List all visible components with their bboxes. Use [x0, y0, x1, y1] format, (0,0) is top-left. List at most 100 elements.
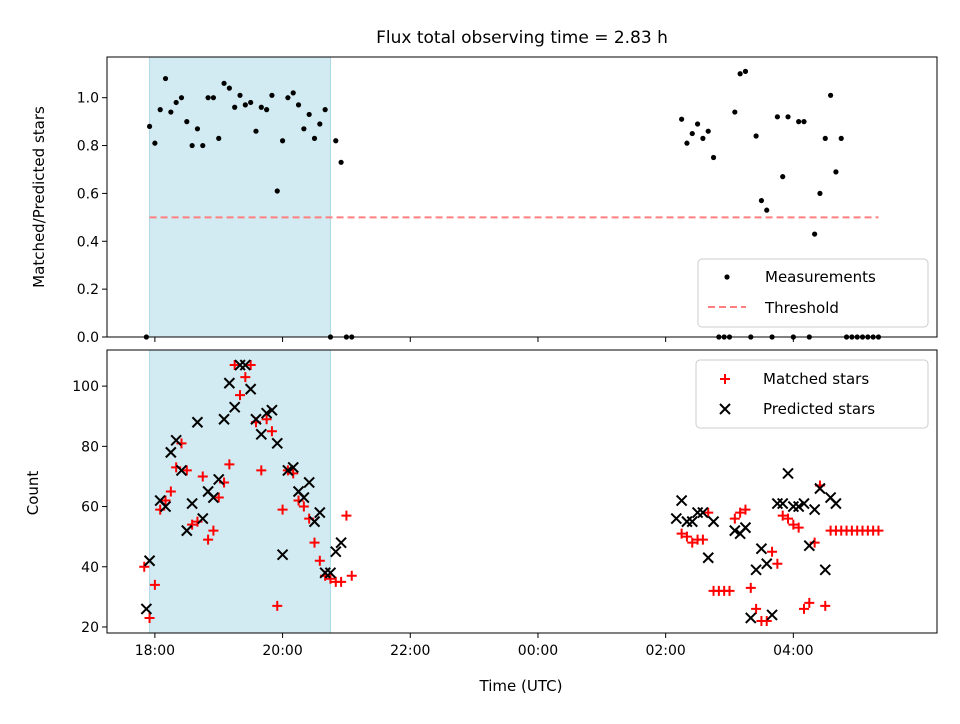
- y-tick-label: 0.6: [77, 186, 99, 202]
- top-panel: 0.0 0.2 0.4 0.6 0.8 1.0 Measurements Threshold: [77, 56, 938, 346]
- predicted-star-point: [745, 612, 757, 624]
- measurement-point: [838, 135, 844, 141]
- predicted-star-point: [776, 497, 789, 510]
- predicted-star-point: [803, 539, 816, 552]
- matched-star-point: [272, 600, 283, 611]
- matched-star-point: [149, 579, 160, 590]
- measurement-point: [785, 114, 791, 120]
- predicted-star-point: [228, 401, 241, 413]
- measurement-point: [732, 109, 738, 115]
- predicted-star-point: [702, 552, 714, 564]
- predicted-star-point: [697, 506, 709, 519]
- matched-star-point: [783, 513, 794, 524]
- measurement-point: [737, 71, 743, 77]
- predicted-star-point: [218, 413, 230, 425]
- predicted-star-point: [303, 476, 315, 489]
- matched-star-point: [208, 525, 219, 536]
- top-axes-frame: [106, 56, 938, 338]
- measurement-point: [774, 114, 780, 120]
- measurement-point: [827, 92, 834, 98]
- measurement-point: [173, 99, 179, 106]
- measurement-point: [162, 75, 169, 82]
- measurement-point: [694, 121, 701, 127]
- predicted-star-point: [707, 515, 720, 528]
- predicted-star-point: [681, 515, 693, 528]
- predicted-star-point: [143, 555, 156, 567]
- predicted-star-point: [186, 497, 198, 510]
- measurement-point: [710, 154, 717, 161]
- matched-star-point: [687, 537, 698, 548]
- matched-star-point: [729, 513, 740, 524]
- predicted-star-point: [250, 413, 262, 425]
- measurement-point: [152, 140, 158, 146]
- predicted-star-point: [814, 482, 826, 495]
- legend-measurements-marker: [724, 274, 730, 280]
- measurement-point: [210, 95, 217, 101]
- predicted-star-point: [181, 524, 193, 537]
- measurement-point: [232, 104, 238, 110]
- legend-matched-label: Matched stars: [763, 370, 869, 388]
- measurement-point: [306, 111, 312, 118]
- measurement-point: [194, 126, 201, 132]
- measurement-point: [753, 133, 759, 139]
- matched-star-point: [798, 603, 809, 614]
- matched-star-point: [751, 603, 762, 614]
- matched-star-point: [256, 465, 267, 476]
- measurement-point: [301, 126, 307, 132]
- matched-star-point: [235, 390, 246, 401]
- measurement-point: [221, 80, 227, 86]
- matched-star-point: [245, 360, 256, 371]
- x-tick-label: 02:00: [645, 643, 685, 659]
- matched-star-point: [777, 510, 788, 521]
- measurement-point: [822, 135, 828, 141]
- legend-predicted-label: Predicted stars: [763, 400, 875, 418]
- measurement-point: [253, 128, 259, 134]
- predicted-star-point: [276, 549, 289, 561]
- matched-star-point: [165, 486, 176, 497]
- matched-star-point: [336, 576, 347, 587]
- matched-star-point: [314, 555, 325, 566]
- predicted-star-point: [691, 506, 704, 519]
- y-tick-label: 1.0: [77, 91, 99, 107]
- bottom-legend-box: [695, 359, 929, 429]
- measurement-point: [758, 197, 765, 204]
- y-tick-label: 40: [81, 560, 99, 576]
- measurement-point: [801, 119, 807, 125]
- legend-measurements-label: Measurements: [765, 268, 876, 286]
- matched-star-point: [676, 528, 687, 539]
- predicted-star-point: [298, 491, 310, 504]
- x-tick-label: 00:00: [518, 643, 558, 659]
- bottom-panel: 20 40 60 80 100 18:00 20:00 22:00 00:00 02:00 04:0…: [72, 349, 938, 659]
- matched-star-point: [761, 615, 772, 626]
- y-tick-label: 80: [81, 439, 99, 455]
- predicted-star-point: [191, 416, 204, 428]
- matched-star-point: [144, 612, 155, 623]
- measurement-point: [338, 159, 344, 165]
- matched-star-point: [277, 504, 288, 515]
- measurement-point: [200, 142, 206, 149]
- measurement-point: [780, 174, 786, 180]
- predicted-star-point: [175, 464, 188, 477]
- bottom-y-axis-label: Count: [24, 471, 42, 516]
- matched-star-point: [346, 570, 357, 581]
- predicted-star-point: [750, 564, 762, 576]
- measurement-point: [146, 123, 153, 130]
- predicted-star-point: [197, 512, 209, 525]
- matched-star-point: [240, 372, 251, 383]
- matched-star-point: [341, 510, 352, 521]
- y-tick-label: 0.4: [77, 234, 99, 250]
- measurement-point: [258, 104, 264, 110]
- measurement-point: [764, 207, 770, 213]
- measurement-point: [274, 188, 280, 194]
- measurement-point: [290, 90, 296, 96]
- matched-star-point: [873, 525, 884, 536]
- x-tick-label: 20:00: [262, 643, 302, 659]
- matched-star-point: [772, 558, 783, 569]
- predicted-star-point: [330, 546, 342, 558]
- measurement-point: [322, 107, 328, 113]
- matched-star-point: [181, 465, 192, 476]
- measurement-point: [742, 68, 749, 74]
- x-axis-label: Time (UTC): [479, 677, 563, 695]
- matched-star-point: [229, 360, 240, 371]
